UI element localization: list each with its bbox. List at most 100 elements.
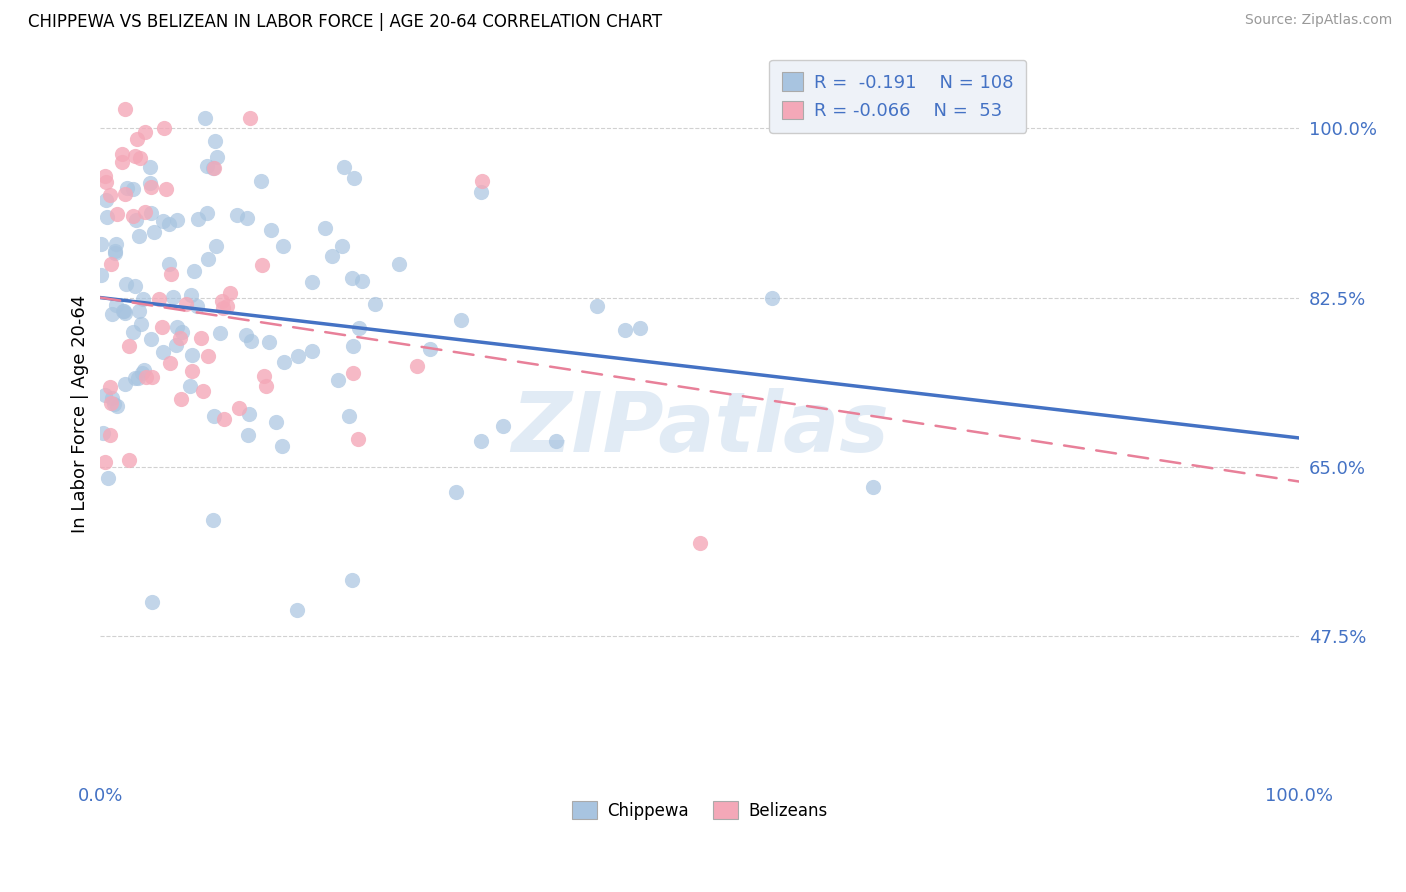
Point [337, 409, 360, 424]
Point [90, 268, 112, 283]
Point [166, 320, 188, 334]
Point [114, 102, 136, 116]
Point [202, 513, 225, 527]
Point [105, 236, 128, 251]
Point [101, 392, 124, 406]
Point [98, 188, 121, 202]
Point [152, 345, 174, 359]
Point [127, 132, 149, 146]
Point [253, 369, 276, 384]
Point [98, 427, 121, 442]
Point [179, 378, 201, 392]
Point [287, 349, 309, 363]
Point [111, 304, 134, 318]
Point [406, 359, 429, 373]
Point [104, 246, 127, 260]
Point [285, 603, 308, 617]
Point [450, 312, 472, 326]
Point [148, 292, 170, 306]
Point [419, 342, 441, 356]
Point [134, 205, 156, 219]
Legend: Chippewa, Belizeans: Chippewa, Belizeans [565, 795, 834, 827]
Point [128, 304, 150, 318]
Point [152, 121, 174, 136]
Point [181, 364, 204, 378]
Point [218, 285, 240, 300]
Point [342, 338, 364, 352]
Point [340, 573, 363, 587]
Point [132, 292, 155, 306]
Point [143, 225, 166, 239]
Point [97, 470, 120, 484]
Point [190, 331, 212, 345]
Point [614, 324, 637, 338]
Point [343, 171, 366, 186]
Text: Source: ZipAtlas.com: Source: ZipAtlas.com [1244, 13, 1392, 28]
Point [215, 299, 238, 313]
Point [174, 296, 197, 310]
Point [235, 328, 257, 343]
Point [197, 252, 219, 266]
Point [150, 320, 173, 334]
Point [111, 155, 134, 169]
Point [585, 299, 607, 313]
Point [114, 306, 136, 320]
Point [183, 264, 205, 278]
Point [226, 208, 249, 222]
Point [115, 181, 138, 195]
Point [115, 277, 138, 291]
Point [238, 407, 260, 421]
Point [141, 205, 163, 219]
Point [333, 160, 356, 174]
Point [197, 205, 219, 219]
Point [125, 213, 148, 227]
Point [326, 373, 349, 387]
Point [141, 369, 163, 384]
Point [342, 366, 364, 380]
Point [90, 237, 112, 252]
Point [252, 258, 274, 272]
Point [96, 193, 118, 207]
Point [201, 161, 224, 176]
Point [236, 211, 259, 226]
Point [141, 180, 163, 194]
Point [105, 399, 128, 413]
Point [273, 355, 295, 369]
Point [134, 125, 156, 139]
Point [471, 174, 494, 188]
Point [239, 334, 262, 348]
Point [124, 371, 146, 385]
Point [321, 249, 343, 263]
Point [202, 161, 225, 175]
Point [141, 595, 163, 609]
Point [444, 484, 467, 499]
Point [122, 325, 145, 339]
Point [236, 428, 259, 442]
Point [111, 147, 134, 161]
Point [239, 111, 262, 125]
Point [254, 379, 277, 393]
Point [195, 159, 218, 173]
Point [104, 244, 127, 259]
Point [259, 223, 281, 237]
Point [301, 276, 323, 290]
Point [114, 186, 136, 201]
Point [159, 355, 181, 369]
Point [271, 239, 294, 253]
Point [114, 377, 136, 392]
Point [186, 299, 208, 313]
Point [131, 367, 153, 381]
Point [212, 301, 235, 316]
Point [209, 326, 232, 341]
Point [228, 401, 250, 416]
Point [128, 229, 150, 244]
Point [492, 418, 515, 433]
Text: CHIPPEWA VS BELIZEAN IN LABOR FORCE | AGE 20-64 CORRELATION CHART: CHIPPEWA VS BELIZEAN IN LABOR FORCE | AG… [28, 13, 662, 31]
Point [94, 388, 117, 402]
Point [470, 185, 492, 199]
Point [157, 257, 180, 271]
Point [349, 321, 371, 335]
Point [330, 239, 353, 253]
Point [101, 307, 124, 321]
Point [264, 415, 287, 429]
